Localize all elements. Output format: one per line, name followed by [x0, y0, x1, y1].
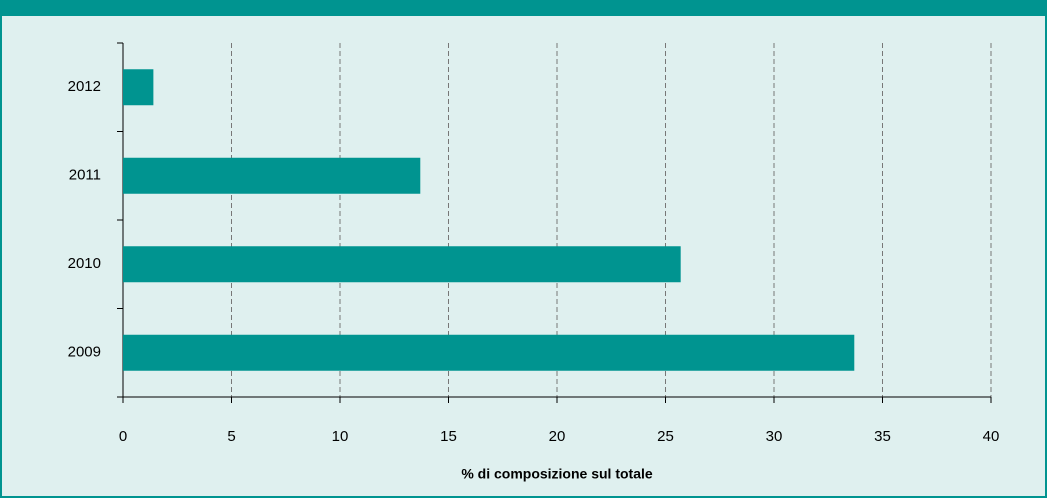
x-tick-label: 15: [440, 428, 457, 445]
bar: [123, 246, 681, 283]
x-tick-label: 30: [766, 428, 783, 445]
x-tick-label: 25: [657, 428, 674, 445]
x-tick-label: 10: [332, 428, 349, 445]
y-tick-label: 2009: [68, 344, 101, 361]
x-tick-label: 35: [874, 428, 891, 445]
y-tick-label: 2012: [68, 78, 101, 95]
y-tick-label: 2010: [68, 255, 101, 272]
y-tick-label: 2011: [69, 167, 101, 184]
x-tick-label: 0: [119, 428, 127, 445]
bar: [123, 69, 154, 106]
bar: [123, 334, 855, 371]
x-tick-label: 20: [549, 428, 566, 445]
bar: [123, 157, 421, 194]
x-tick-label: 5: [227, 428, 235, 445]
x-tick-label: 40: [983, 428, 1000, 445]
x-axis-label: % di composizione sul totale: [461, 466, 653, 482]
